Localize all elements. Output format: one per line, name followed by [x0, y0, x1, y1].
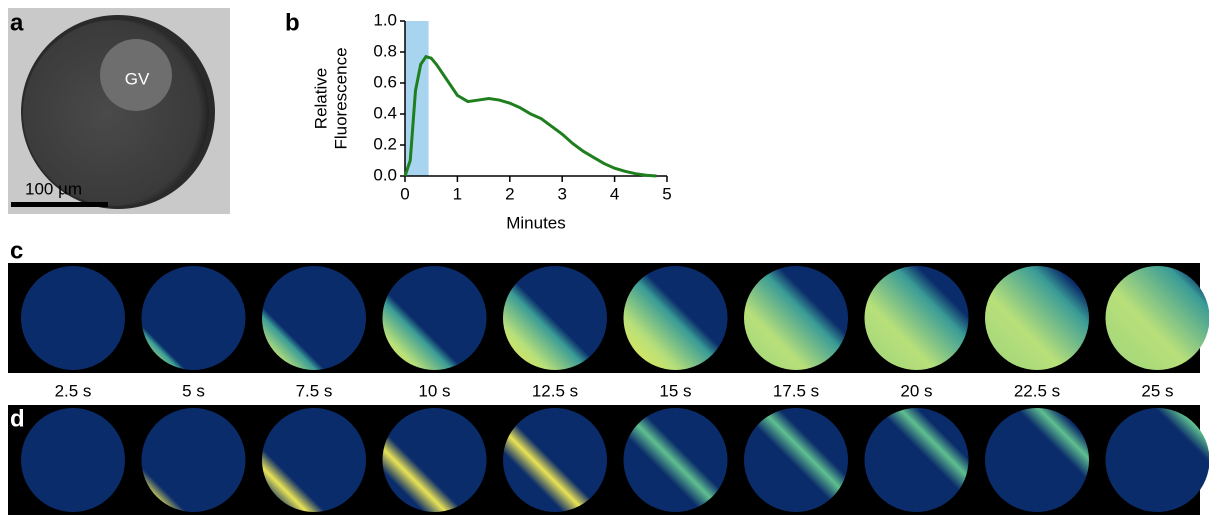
- time-label: 12.5 s: [532, 381, 578, 400]
- panel-label: d: [10, 405, 25, 432]
- x-tick-label: 3: [557, 184, 566, 203]
- x-tick-label: 5: [662, 184, 671, 203]
- time-label: 22.5 s: [1014, 381, 1060, 400]
- frame: [262, 408, 366, 512]
- line-chart: 0.0 0.2 0.4 0.6 0.8 1.0 0 1 2 3 4 5 Minutes Relative F…: [311, 10, 671, 232]
- panel-label: b: [285, 9, 300, 36]
- x-tick-label: 2: [505, 184, 514, 203]
- time-label: 17.5 s: [773, 381, 819, 400]
- frame: [1105, 408, 1209, 512]
- x-axis-label: Minutes: [506, 213, 566, 232]
- frame: [141, 408, 246, 512]
- y-axis-label: Fluorescence: [331, 47, 350, 149]
- frame: [985, 266, 1089, 370]
- y-axis-label: Relative: [311, 68, 330, 129]
- time-label: 5 s: [182, 381, 205, 400]
- panel-label: c: [10, 237, 23, 264]
- time-label: 10 s: [418, 381, 450, 400]
- scale-bar-label: 100 µm: [25, 179, 82, 198]
- scale-bar: [11, 202, 108, 207]
- time-label: 25 s: [1141, 381, 1173, 400]
- y-tick-label: 0.6: [373, 72, 397, 91]
- y-tick-label: 0.2: [373, 134, 397, 153]
- time-label: 7.5 s: [296, 381, 333, 400]
- y-tick-label: 1.0: [373, 10, 397, 29]
- frame: [382, 266, 487, 370]
- y-tick-label: 0.4: [373, 103, 397, 122]
- frame: [744, 408, 848, 512]
- gv-label: GV: [125, 69, 150, 88]
- frame: [623, 408, 728, 512]
- frame: [623, 266, 728, 370]
- x-tick-label: 4: [610, 184, 619, 203]
- frame: [985, 408, 1089, 512]
- time-label: 15 s: [659, 381, 691, 400]
- frame: [21, 408, 125, 512]
- frame: [503, 408, 607, 512]
- frame: [503, 266, 607, 370]
- frame: [382, 408, 487, 512]
- x-tick-label: 1: [453, 184, 462, 203]
- frame: [1105, 266, 1209, 370]
- frame: [864, 266, 969, 370]
- line: [403, 54, 657, 178]
- y-tick-label: 0.8: [373, 41, 397, 60]
- frame: [864, 408, 969, 512]
- frame: [262, 266, 366, 370]
- time-label: 2.5 s: [55, 381, 92, 400]
- frame: [141, 266, 246, 370]
- germinal-vesicle: [100, 39, 172, 111]
- frame: [21, 266, 125, 370]
- x-tick-label: 0: [400, 184, 409, 203]
- y-tick-label: 0.0: [373, 165, 397, 184]
- frame: [744, 266, 848, 370]
- frames: 2.5 s 5 s 7.5 s 10 s 12.5 s 15 s 17.5 s 20 s 22.…: [21, 266, 1209, 512]
- panel-label: a: [10, 9, 24, 36]
- time-label: 20 s: [900, 381, 932, 400]
- stimulus-span: [405, 21, 429, 176]
